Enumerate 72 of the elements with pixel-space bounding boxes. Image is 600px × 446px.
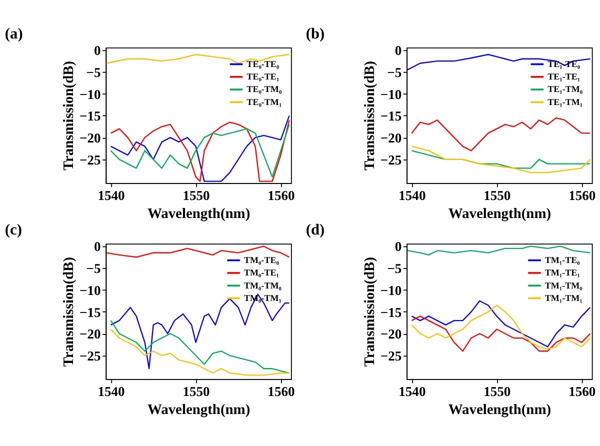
legend-label: TE₁-TE₀ — [548, 58, 580, 69]
y-tick-label: −25 — [380, 348, 402, 364]
legend-label: TE₀-TE₁ — [246, 72, 280, 82]
y-tick-label: −20 — [380, 326, 402, 342]
legend-label: TE₀-TM₁ — [246, 96, 282, 107]
x-axis-title: Wavelength(nm) — [147, 206, 250, 222]
y-tick-label: 0 — [94, 239, 101, 254]
chart-title: (c) — [4, 221, 22, 238]
legend-label: TE₁-TE₁ — [548, 72, 580, 82]
x-tick-label: 1540 — [398, 188, 426, 203]
y-tick-label: −15 — [380, 304, 402, 320]
y-tick-label: −10 — [79, 282, 101, 298]
legend-label: TM₀-TE₁ — [244, 268, 280, 278]
y-tick-label: −10 — [380, 282, 402, 298]
legend-label: TE₀-TM₀ — [246, 84, 282, 94]
y-tick-label: −25 — [79, 348, 101, 364]
y-tick-label: −25 — [380, 152, 402, 168]
legend-label: TE₀-TE₀ — [246, 58, 280, 69]
y-tick-label: −10 — [79, 86, 101, 102]
y-axis-title: Transmission(dB) — [362, 60, 378, 171]
y-axis-title: Transmission(dB) — [61, 256, 78, 367]
legend-label: TM₁-TM₀ — [544, 280, 583, 290]
y-tick-label: −5 — [387, 261, 402, 276]
y-tick-label: −20 — [380, 130, 402, 146]
chart-title: (b) — [306, 25, 325, 42]
y-tick-label: −15 — [380, 108, 402, 124]
line-series — [411, 316, 591, 352]
x-tick-label: 1540 — [398, 384, 426, 399]
y-tick-label: 0 — [394, 43, 402, 58]
x-tick-label: 1560 — [268, 188, 295, 203]
y-tick-label: −25 — [79, 152, 101, 168]
x-tick-label: 1560 — [568, 188, 596, 203]
x-tick-label: 1540 — [98, 188, 126, 203]
chart-title: (d) — [306, 221, 325, 238]
y-tick-label: −20 — [79, 130, 101, 146]
line-series — [106, 246, 290, 258]
x-tick-label: 1540 — [98, 384, 126, 399]
legend-label: TM₁-TE₀ — [544, 255, 580, 266]
x-tick-label: 1550 — [484, 384, 511, 399]
chart-title: (a) — [4, 25, 23, 42]
x-tick-label: 1560 — [268, 384, 295, 399]
line-series — [411, 146, 591, 174]
legend-label: TE₁-TM₁ — [548, 96, 583, 107]
line-series — [406, 246, 591, 256]
legend-label: TM₀-TM₀ — [244, 280, 282, 290]
legend-label: TM₁-TE₁ — [544, 268, 580, 278]
legend-label: TE₁-TM₀ — [548, 84, 583, 94]
y-tick-label: −20 — [79, 326, 101, 342]
legend-label: TM₀-TE₀ — [244, 255, 280, 266]
x-tick-label: 1550 — [182, 188, 210, 203]
y-tick-label: −15 — [79, 108, 101, 124]
line-series — [406, 54, 591, 70]
line-series — [110, 320, 290, 374]
line-series — [110, 328, 290, 376]
x-axis-title: Wavelength(nm) — [448, 402, 552, 418]
y-axis-title: Transmission(dB) — [61, 60, 78, 171]
line-series — [411, 117, 591, 152]
line-series — [110, 294, 290, 370]
x-axis-title: Wavelength(nm) — [448, 206, 552, 222]
y-tick-label: −5 — [86, 261, 101, 276]
x-tick-label: 1550 — [182, 384, 210, 399]
y-tick-label: −15 — [79, 304, 101, 320]
x-axis-title: Wavelength(nm) — [147, 402, 250, 418]
y-tick-label: −5 — [86, 64, 101, 80]
x-tick-label: 1560 — [568, 384, 596, 399]
y-axis-title: Transmission(dB) — [362, 256, 378, 367]
y-tick-label: 0 — [94, 43, 101, 58]
y-tick-label: −10 — [380, 86, 402, 102]
y-tick-label: −5 — [387, 64, 402, 80]
y-tick-label: 0 — [394, 239, 402, 254]
legend-label: TM₁-TM₁ — [544, 292, 583, 303]
x-tick-label: 1550 — [484, 188, 511, 203]
